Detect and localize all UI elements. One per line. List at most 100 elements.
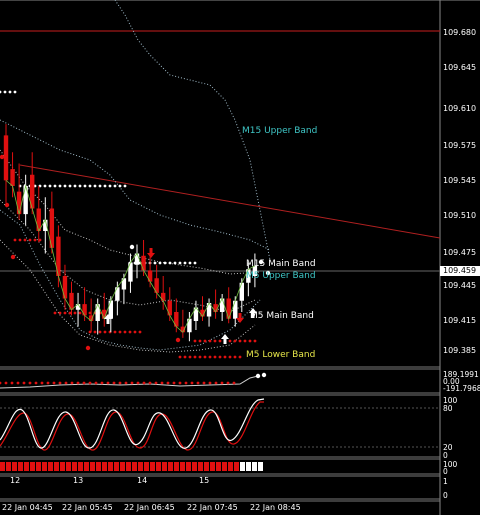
osc1-dot	[70, 381, 74, 385]
candle-body	[161, 292, 166, 301]
sell-arrow-icon	[147, 248, 155, 258]
histogram-bar	[252, 462, 257, 471]
histogram-bar	[102, 462, 107, 471]
level-dot	[43, 184, 47, 188]
osc1-dot	[196, 381, 200, 385]
candle-body	[147, 270, 153, 282]
level-dot	[0, 90, 2, 94]
signal-dot	[0, 154, 5, 160]
histogram-bar	[108, 462, 113, 471]
candle-body	[88, 315, 94, 321]
sell-arrow-icon	[236, 313, 244, 323]
level-dot	[18, 238, 22, 242]
level-dot	[233, 355, 237, 359]
level-dot	[63, 311, 67, 315]
histogram-bar	[150, 462, 155, 471]
day-label-15: 15	[199, 476, 210, 485]
level-dot	[68, 184, 72, 188]
level-dot	[188, 355, 192, 359]
level-dot	[113, 330, 117, 334]
level-dot	[113, 184, 117, 188]
level-dot	[118, 330, 122, 334]
osc1-dot	[148, 381, 152, 385]
stoch-20-label: 20	[443, 443, 453, 452]
time-label-0845: 22 Jan 08:45	[250, 503, 301, 512]
level-dot	[158, 261, 162, 265]
level-dot	[38, 184, 42, 188]
histogram-bar	[162, 462, 167, 471]
osc1-dot	[208, 381, 212, 385]
candle-body	[30, 174, 35, 209]
bar-panel-0-label: 0	[443, 467, 448, 476]
osc1-dot	[124, 381, 128, 385]
histogram-bar	[60, 462, 65, 471]
candle-body	[180, 326, 186, 333]
osc1-dot	[255, 373, 261, 379]
candle-body	[115, 287, 120, 301]
level-dot	[193, 261, 197, 265]
level-dot	[153, 261, 157, 265]
time-label-0745: 22 Jan 07:45	[187, 503, 238, 512]
candle-body	[82, 304, 87, 316]
histogram-bar	[72, 462, 77, 471]
level-dot	[228, 339, 232, 343]
candle-body	[219, 298, 225, 312]
price-tick-label: 109.575	[443, 141, 477, 150]
osc1-dot	[154, 381, 158, 385]
level-dot	[248, 339, 252, 343]
candle-body	[49, 208, 55, 248]
histogram-bar	[30, 462, 35, 471]
m15-main-band-label: M15 Main Band	[246, 259, 316, 269]
level-dot	[178, 355, 182, 359]
osc1-dot	[94, 381, 98, 385]
histogram-bar	[144, 462, 149, 471]
time-label-0445: 22 Jan 04:45	[2, 503, 53, 512]
level-dot	[123, 330, 127, 334]
candle-body	[187, 318, 192, 333]
osc1-dot	[58, 381, 62, 385]
price-tick-label: 109.645	[443, 63, 477, 72]
level-dot	[28, 238, 32, 242]
day-label-14: 14	[137, 476, 148, 485]
candle-body	[167, 300, 172, 316]
level-dot	[168, 261, 172, 265]
price-tick-label: 109.415	[443, 316, 477, 325]
level-dot	[203, 355, 207, 359]
osc1-dot	[4, 381, 8, 385]
histogram-bar	[258, 462, 263, 471]
histogram-bar	[180, 462, 185, 471]
level-dot	[193, 339, 197, 343]
level-dot	[213, 355, 217, 359]
osc1-dot	[88, 381, 92, 385]
osc1-zero-label: 0.00	[443, 377, 460, 386]
level-dot	[38, 238, 42, 242]
level-dot	[188, 261, 192, 265]
osc1-dot	[142, 381, 146, 385]
bar-panel-100-label: 100	[443, 460, 458, 469]
level-dot	[13, 90, 17, 94]
stoch-100-label: 100	[443, 396, 458, 405]
osc1-dot	[190, 381, 194, 385]
histogram-bar	[114, 462, 119, 471]
osc1-dot	[16, 381, 20, 385]
osc1-dot	[112, 381, 116, 385]
candle-body	[252, 265, 258, 276]
level-dot	[218, 355, 222, 359]
level-dot	[128, 330, 132, 334]
level-dot	[238, 355, 242, 359]
level-dot	[8, 90, 12, 94]
osc1-dot	[136, 381, 140, 385]
level-dot	[133, 330, 137, 334]
histogram-bar	[42, 462, 47, 471]
price-tick-label: 109.610	[443, 104, 477, 113]
histogram-bar	[246, 462, 251, 471]
osc1-dot	[261, 372, 267, 378]
osc1-dot	[130, 381, 134, 385]
candle-body	[23, 186, 28, 215]
level-dot	[73, 184, 77, 188]
histogram-bar	[120, 462, 125, 471]
level-dot	[48, 184, 52, 188]
level-dot	[78, 184, 82, 188]
level-dot	[118, 184, 122, 188]
level-dot	[198, 339, 202, 343]
